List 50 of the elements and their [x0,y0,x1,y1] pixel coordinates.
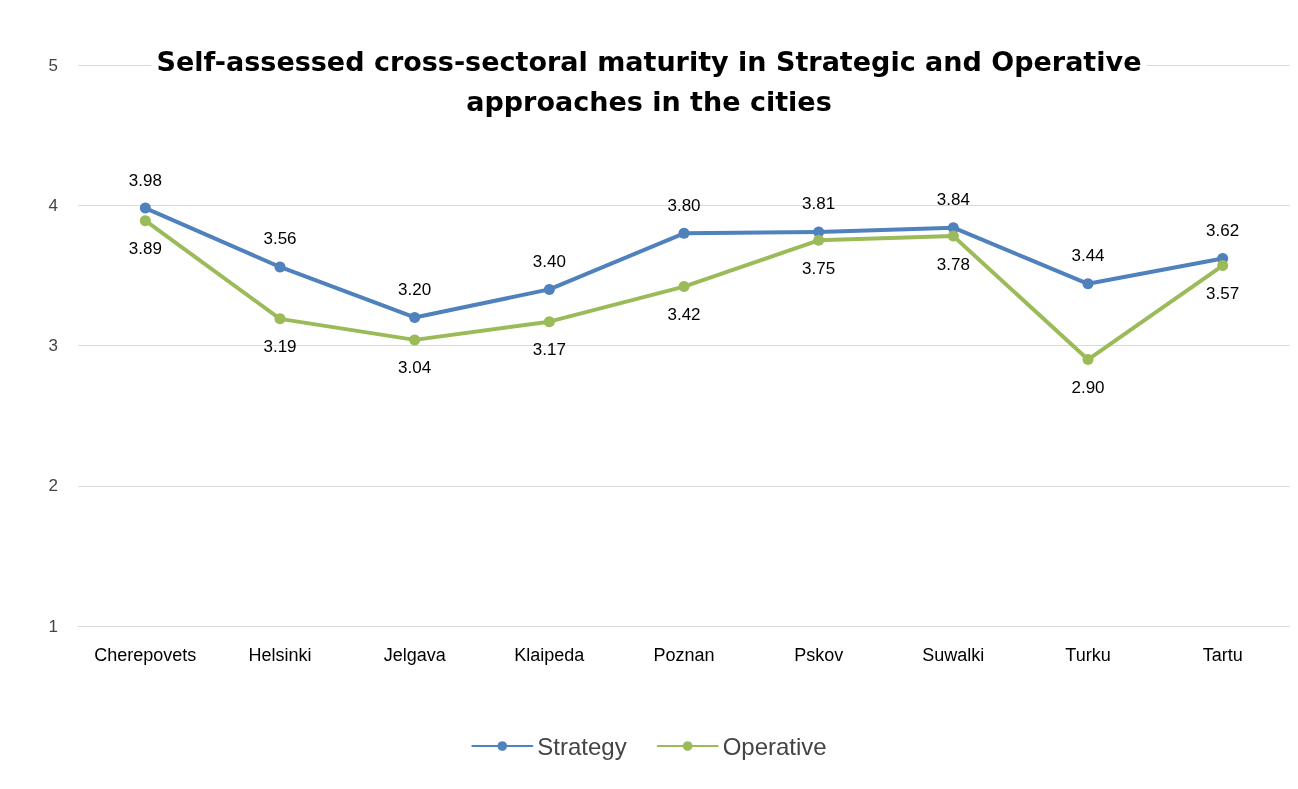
data-label: 3.98 [128,170,162,190]
x-tick-label: Pskov [794,645,844,665]
legend-label: Strategy [537,732,627,760]
x-tick-label: Tartu [1202,645,1243,665]
point [1082,354,1094,366]
point [543,283,555,295]
point [1217,260,1229,272]
data-label: 3.19 [263,337,297,357]
data-label: 3.81 [802,194,836,214]
legend-label: Operative [722,732,827,760]
point [678,227,690,239]
data-label: 3.78 [936,254,970,274]
point [274,261,286,273]
data-label: 3.89 [128,239,162,259]
x-tick-label: Jelgava [383,645,447,665]
x-tick-label: Helsinki [248,645,312,665]
y-tick-label: 1 [48,616,58,636]
point [139,202,151,214]
data-label: 3.80 [667,195,701,215]
x-tick-label: Turku [1065,645,1111,665]
x-tick-label: Cherepovets [94,645,197,665]
data-label: 2.90 [1071,378,1105,398]
point [274,313,286,325]
data-label: 3.57 [1206,284,1240,304]
data-label: 3.56 [263,229,297,249]
x-tick-label: Suwalki [922,645,985,665]
y-tick-label: 5 [48,55,58,75]
point [813,234,825,246]
chart-title: Self-assessed cross-sectoral maturity in Strategic and Operative approaches in the cities [156,45,1142,117]
data-label: 3.04 [398,358,432,378]
data-label: 3.17 [532,340,566,360]
x-tick-label: Klaipeda [514,645,586,665]
data-label: 3.42 [667,305,701,325]
point [1082,278,1094,290]
point [139,215,151,227]
data-label: 3.84 [936,190,970,210]
data-label: 3.62 [1206,221,1240,241]
point [947,230,959,242]
x-tick-label: Poznan [653,645,715,665]
y-tick-label: 4 [48,195,58,215]
point [409,334,421,346]
point [543,316,555,328]
data-label: 3.44 [1071,246,1105,266]
data-label: 3.40 [532,251,566,271]
point [678,281,690,293]
data-label: 3.75 [802,258,836,278]
y-tick-label: 3 [48,336,58,355]
data-label: 3.20 [398,279,432,299]
point [409,311,421,323]
y-tick-label: 2 [48,476,58,496]
